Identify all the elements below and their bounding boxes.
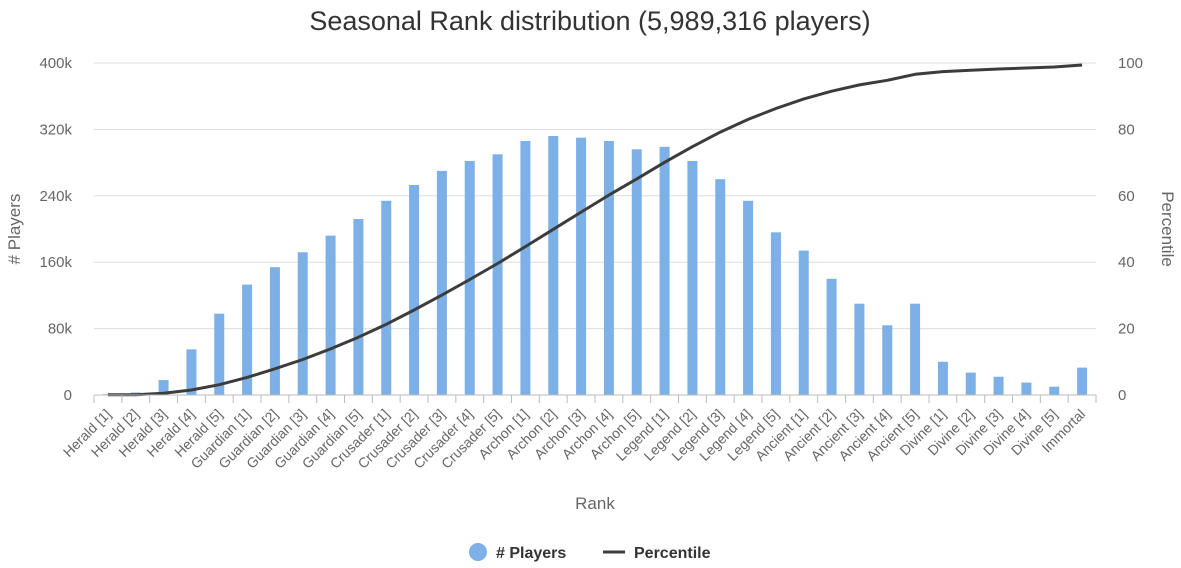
y-axis-left: 0 80k 160k 240k 320k 400k bbox=[39, 55, 72, 404]
y-axis-label-right: Percentile bbox=[1158, 191, 1177, 267]
bar bbox=[659, 146, 670, 395]
y-tick-label: 80k bbox=[48, 321, 73, 338]
bar bbox=[826, 278, 837, 395]
y2-tick-label: 100 bbox=[1118, 55, 1143, 72]
bar bbox=[715, 179, 726, 395]
bar bbox=[242, 284, 253, 395]
y-tick-label: 320k bbox=[39, 121, 72, 138]
bar bbox=[214, 313, 225, 395]
bar bbox=[1021, 382, 1032, 395]
y2-tick-label: 20 bbox=[1118, 321, 1135, 338]
chart-title: Seasonal Rank distribution (5,989,316 pl… bbox=[309, 6, 870, 36]
y-tick-label: 400k bbox=[39, 55, 72, 72]
bar bbox=[269, 267, 280, 395]
bar bbox=[186, 349, 197, 395]
bar bbox=[798, 250, 809, 395]
bar bbox=[353, 219, 364, 395]
x-axis: Herald [1]Herald [2]Herald [3]Herald [4]… bbox=[60, 394, 1097, 472]
bar bbox=[854, 303, 865, 395]
y-axis-right: 0 20 40 60 80 100 bbox=[1118, 55, 1143, 404]
bar bbox=[937, 361, 948, 395]
x-axis-label: Rank bbox=[575, 494, 615, 513]
bar bbox=[993, 376, 1004, 395]
bar bbox=[910, 303, 921, 395]
y2-tick-label: 40 bbox=[1118, 254, 1135, 271]
bar bbox=[687, 160, 698, 395]
bar bbox=[576, 137, 587, 395]
y2-tick-label: 0 bbox=[1118, 387, 1126, 404]
y-axis-label-left: # Players bbox=[5, 194, 24, 265]
bar bbox=[743, 200, 754, 395]
bar bbox=[1077, 367, 1088, 395]
y-tick-label: 0 bbox=[64, 387, 72, 404]
gridlines bbox=[94, 62, 1096, 330]
y-tick-label: 240k bbox=[39, 188, 72, 205]
bar bbox=[325, 235, 336, 395]
bar bbox=[770, 232, 781, 395]
bar bbox=[631, 149, 642, 395]
bar bbox=[381, 200, 392, 395]
bar bbox=[409, 185, 420, 395]
bar bbox=[882, 325, 893, 395]
y2-tick-label: 60 bbox=[1118, 188, 1135, 205]
y-tick-label: 160k bbox=[39, 254, 72, 271]
line-series bbox=[107, 63, 1083, 397]
bar-series bbox=[102, 136, 1088, 396]
bar bbox=[548, 136, 559, 396]
bar bbox=[436, 170, 447, 395]
bar bbox=[492, 154, 503, 395]
y2-tick-label: 80 bbox=[1118, 121, 1135, 138]
legend-players-marker bbox=[469, 543, 487, 561]
legend-players-label: # Players bbox=[496, 545, 566, 562]
percentile-line bbox=[107, 63, 1083, 397]
bar bbox=[297, 252, 308, 395]
legend: # Players Percentile bbox=[469, 543, 711, 562]
bar bbox=[158, 380, 169, 395]
bar bbox=[1049, 386, 1060, 395]
bar bbox=[520, 141, 531, 395]
bar bbox=[965, 372, 976, 395]
legend-percentile-label: Percentile bbox=[634, 545, 711, 562]
bar bbox=[603, 141, 614, 395]
